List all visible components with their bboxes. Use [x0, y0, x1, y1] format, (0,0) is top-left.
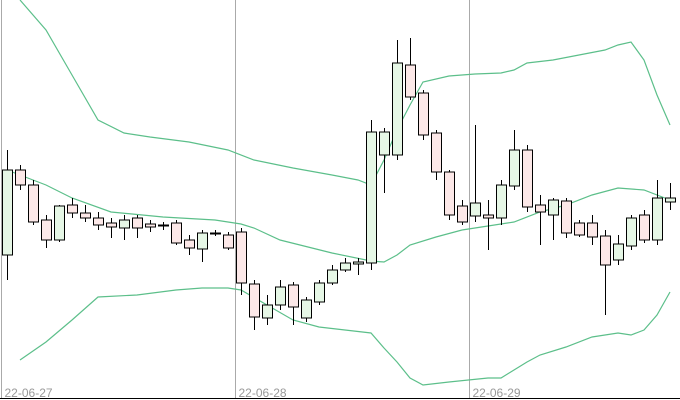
- candle-body: [54, 205, 65, 241]
- candle-body: [444, 171, 455, 216]
- candle-body: [587, 222, 598, 238]
- candle-body: [93, 217, 104, 226]
- candle-body: [639, 214, 650, 241]
- candle-body: [509, 149, 520, 187]
- candle-body: [80, 212, 91, 219]
- candle-body: [600, 235, 611, 266]
- x-tick-label: 22-06-27: [5, 386, 53, 400]
- candle-body: [275, 286, 286, 306]
- candle-body: [119, 219, 130, 229]
- candle-body: [483, 214, 494, 219]
- candle-body: [340, 262, 351, 271]
- candle-body: [223, 234, 234, 249]
- x-tick-label: 22-06-29: [473, 386, 521, 400]
- candle-body: [561, 200, 572, 234]
- candle-body: [106, 222, 117, 228]
- candle-body: [67, 204, 78, 214]
- bollinger-band: [19, 287, 671, 386]
- x-tick-label: 22-06-28: [239, 386, 287, 400]
- candle-body: [431, 132, 442, 173]
- candle-body: [535, 204, 546, 213]
- candle-body: [548, 199, 559, 216]
- candle-body: [171, 222, 182, 244]
- candle-body: [145, 223, 156, 228]
- candle-body: [262, 304, 273, 319]
- bollinger-band: [19, 0, 671, 186]
- candle-body: [626, 217, 637, 247]
- candle-body: [392, 62, 403, 156]
- candle-body: [210, 232, 221, 235]
- candle-body: [301, 299, 312, 319]
- candle-body: [574, 222, 585, 236]
- candle-body: [41, 219, 52, 241]
- candle-body: [418, 92, 429, 136]
- candle-body: [470, 202, 481, 217]
- candle-body: [457, 205, 468, 223]
- candle-body: [197, 232, 208, 250]
- candle-body: [314, 282, 325, 303]
- candle-body: [652, 197, 663, 241]
- candle-body: [665, 197, 676, 203]
- candle-body: [158, 224, 169, 227]
- candle-body: [522, 149, 533, 208]
- candle-body: [288, 284, 299, 308]
- candle-body: [366, 131, 377, 264]
- candle-body: [132, 217, 143, 229]
- candle-body: [15, 169, 26, 186]
- candle-body: [249, 283, 260, 318]
- candle-body: [28, 184, 39, 223]
- candle-body: [405, 64, 416, 98]
- candle-body: [184, 239, 195, 249]
- candle-body: [613, 243, 624, 261]
- candle-body: [379, 131, 390, 156]
- candle-body: [2, 169, 13, 256]
- candle-body: [353, 261, 364, 265]
- candle-body: [327, 269, 338, 284]
- candle-body: [236, 231, 247, 284]
- candle-body: [496, 184, 507, 219]
